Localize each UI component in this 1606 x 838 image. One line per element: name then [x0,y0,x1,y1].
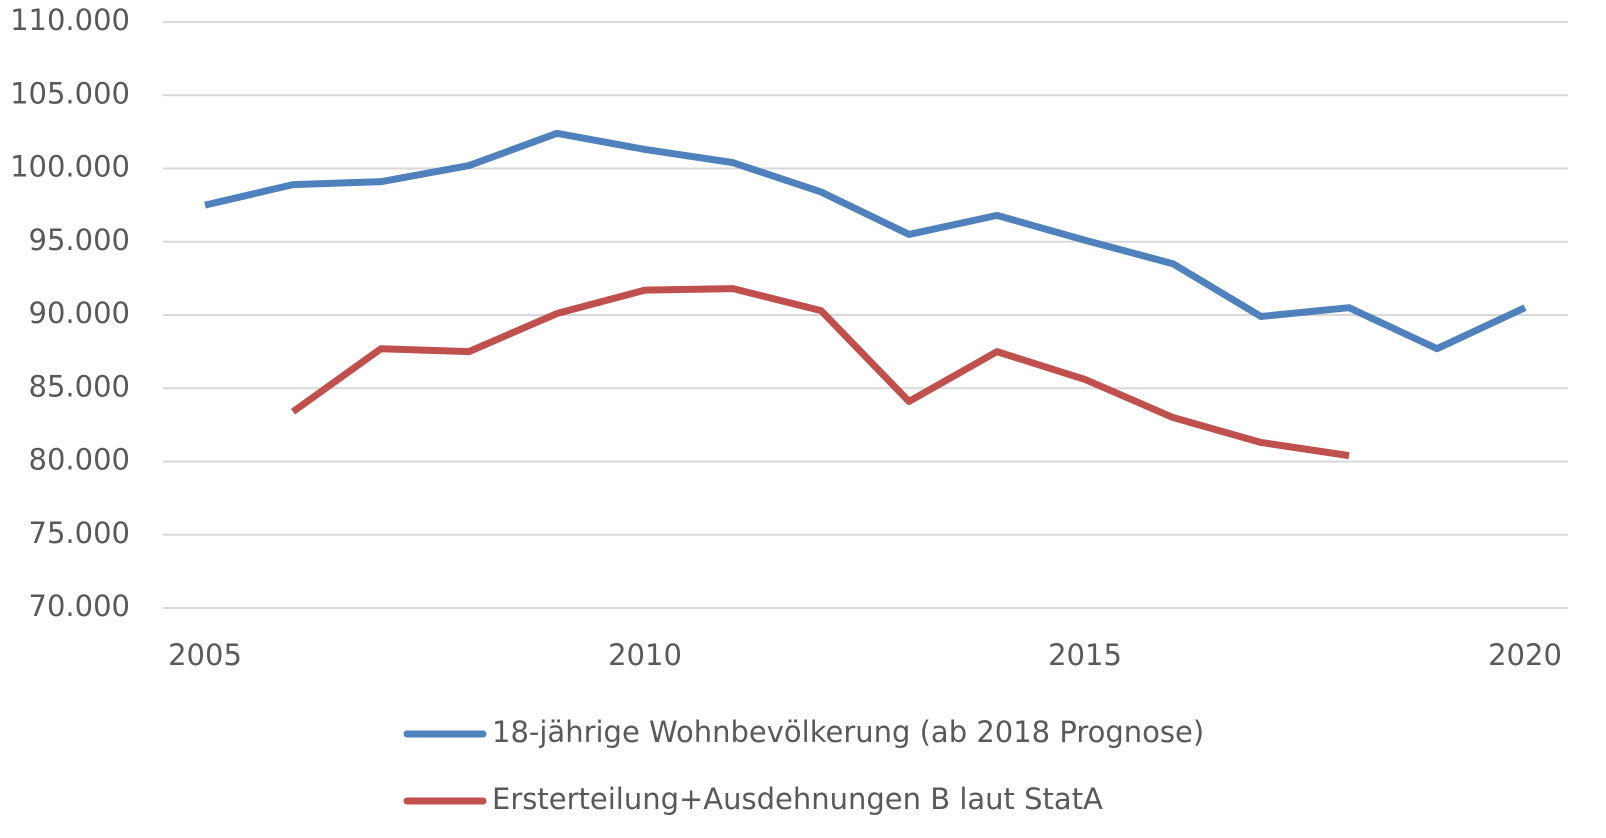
y-tick-label: 100.000 [10,150,130,184]
y-tick-label: 90.000 [29,296,130,330]
y-tick-label: 105.000 [10,76,130,110]
y-tick-label: 70.000 [29,589,130,623]
y-tick-label: 75.000 [29,516,130,550]
series-line [290,285,1350,460]
legend-label: Ersterteilung+Ausdehnungen B laut StatA [492,782,1103,816]
y-tick-label: 85.000 [29,369,130,403]
x-tick-label: 2010 [608,638,682,672]
x-tick-label: 2020 [1488,638,1562,672]
y-tick-label: 95.000 [29,223,130,257]
x-tick-label: 2015 [1048,638,1122,672]
y-tick-label: 110.000 [10,3,130,37]
y-tick-label: 80.000 [29,443,130,477]
x-tick-label: 2005 [168,638,242,672]
series-line [204,129,1527,353]
legend-label: 18-jährige Wohnbevölkerung (ab 2018 Prog… [492,715,1204,749]
